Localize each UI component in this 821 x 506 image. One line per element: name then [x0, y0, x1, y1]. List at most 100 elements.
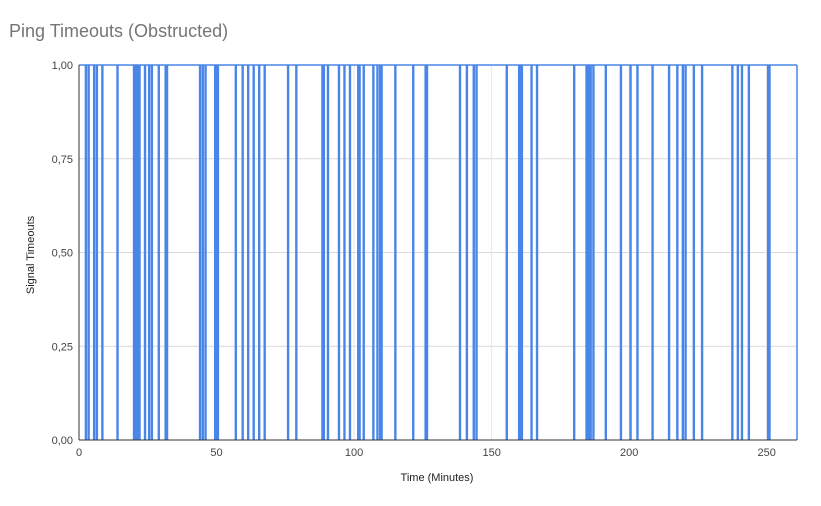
grid-lines	[78, 64, 797, 441]
timeout-bar	[164, 65, 167, 440]
y-tick-label: 0,25	[52, 341, 73, 353]
timeout-bar	[517, 65, 521, 440]
timeout-bar	[676, 65, 679, 440]
timeout-bar	[424, 65, 427, 440]
timeout-bar	[252, 65, 255, 440]
timeout-bar	[95, 65, 99, 440]
timeout-bar	[362, 65, 365, 440]
timeout-bar	[376, 65, 379, 440]
timeout-bar	[204, 65, 207, 440]
x-tick-label: 250	[758, 447, 776, 459]
timeout-bar	[586, 65, 590, 440]
timeout-bar	[257, 65, 261, 440]
y-tick-label: 1,00	[52, 60, 73, 72]
timeout-bar	[394, 65, 397, 440]
axes	[78, 64, 798, 441]
timeout-bar	[572, 65, 576, 440]
timeout-bar	[215, 65, 218, 440]
timeout-bar	[143, 65, 147, 440]
timeout-bar	[379, 65, 382, 440]
chart-title: Ping Timeouts (Obstructed)	[9, 21, 229, 41]
timeout-bar	[700, 65, 704, 440]
timeout-bar	[692, 65, 696, 440]
timeout-bar	[380, 65, 383, 440]
timeout-bar	[295, 65, 298, 440]
timeout-bar	[201, 65, 204, 440]
timeout-bar	[234, 65, 238, 440]
timeout-bar	[458, 65, 462, 440]
timeout-bar	[681, 65, 685, 440]
timeout-bar	[321, 65, 324, 440]
timeout-bar	[736, 65, 740, 440]
timeout-bar	[585, 65, 588, 440]
timeout-bar	[412, 65, 415, 440]
timeout-bar	[604, 65, 608, 440]
timeout-bar	[519, 65, 522, 440]
timeout-bar	[619, 65, 623, 440]
timeout-bar	[337, 65, 341, 440]
timeout-bar	[132, 65, 136, 440]
timeout-bar	[286, 65, 290, 440]
timeout-bar	[651, 65, 654, 440]
x-tick-label: 50	[210, 447, 222, 459]
timeout-bar	[636, 65, 639, 440]
timeout-bar	[241, 65, 244, 440]
timeout-bar	[348, 65, 352, 440]
timeout-bar	[322, 65, 326, 440]
y-tick-label: 0,00	[52, 435, 73, 447]
timeout-bar	[684, 65, 687, 440]
y-tick-labels: 0,00 0,25 0,50 0,75 1,00	[52, 60, 73, 447]
timeout-bar	[246, 65, 250, 440]
timeout-bar	[475, 65, 478, 440]
timeout-bar	[768, 65, 771, 440]
x-tick-label: 0	[76, 447, 82, 459]
timeout-bar	[766, 65, 770, 440]
timeout-bar	[588, 65, 591, 440]
timeout-bar	[465, 65, 469, 440]
x-tick-label: 150	[482, 447, 500, 459]
timeout-bar	[667, 65, 671, 440]
timeout-bar	[343, 65, 346, 440]
timeout-bar	[731, 65, 734, 440]
timeout-bar	[263, 65, 266, 440]
timeout-bar	[136, 65, 140, 440]
timeout-bar	[326, 65, 330, 440]
timeout-bar	[135, 65, 138, 440]
timeout-bar	[747, 65, 751, 440]
x-tick-label: 100	[345, 447, 363, 459]
timeout-bar	[138, 65, 141, 440]
timeout-bar	[165, 65, 169, 440]
timeout-bar	[358, 65, 361, 440]
timeout-bar	[592, 65, 595, 440]
timeout-bar	[740, 65, 744, 440]
y-tick-label: 0,50	[52, 248, 73, 260]
timeout-bar	[87, 65, 90, 440]
timeout-bar	[520, 65, 524, 440]
timeout-bar	[116, 65, 119, 440]
timeout-bar	[198, 65, 202, 440]
timeout-bar	[92, 65, 96, 440]
x-tick-label: 200	[620, 447, 638, 459]
timeout-bar	[372, 65, 375, 440]
timeout-bar	[472, 65, 475, 440]
timeout-bar	[357, 65, 360, 440]
timeout-bar	[535, 65, 539, 440]
timeout-bar	[530, 65, 533, 440]
timeout-bar	[84, 65, 88, 440]
timeout-bar	[150, 65, 154, 440]
timeout-bar	[216, 65, 220, 440]
timeout-bar	[589, 65, 592, 440]
timeout-bar	[101, 65, 104, 440]
timeout-bar	[134, 65, 137, 440]
timeout-bar	[629, 65, 632, 440]
y-tick-label: 0,75	[52, 154, 73, 166]
bars	[84, 65, 771, 440]
timeout-bar	[157, 65, 160, 440]
timeout-bar	[505, 65, 508, 440]
x-tick-labels: 0 50 100 150 200 250	[76, 447, 776, 459]
timeout-bar	[213, 65, 217, 440]
timeout-bar	[425, 65, 429, 440]
timeout-bar	[147, 65, 151, 440]
x-axis-label: Time (Minutes)	[400, 472, 474, 484]
